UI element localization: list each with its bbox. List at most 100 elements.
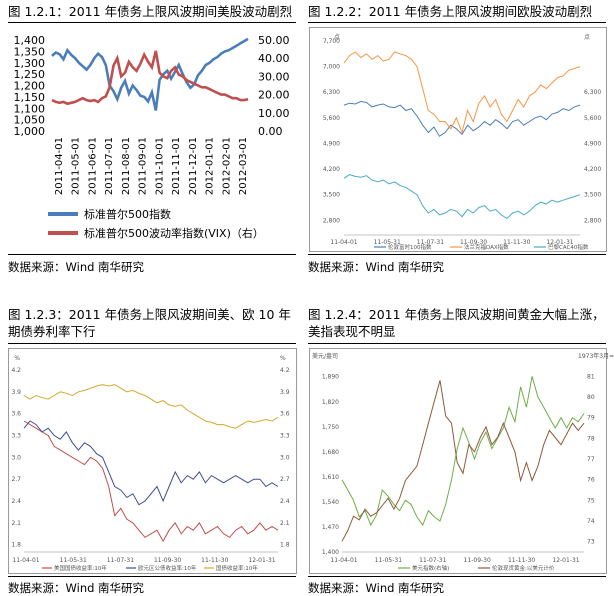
chart4-ytick-right: 80 (587, 394, 595, 401)
chart3-ytick-left: 3.3 (11, 433, 21, 440)
chart3-ytick-left: 2.1 (11, 520, 21, 527)
chart4-legend-label-0: 美元指数(右轴) (412, 564, 449, 572)
chart1-ytick-right: 0.00 (258, 125, 283, 138)
chart2-ytick-right: 3,500 (584, 192, 601, 199)
chart4-source: 数据来源：Wind 南华研究 (308, 581, 445, 595)
chart2-ytick-left: 7,700 (323, 38, 340, 45)
chart2-ytick-right: 6,300 (584, 89, 601, 96)
chart3-ytick-left: 3.0 (11, 454, 21, 461)
chart1-source-rule (8, 254, 296, 255)
chart1-xtick: 2011-07-01 (104, 137, 115, 195)
chart2-xtick: 11-04-01 (330, 239, 357, 246)
chart1-ytick-right: 50.00 (258, 34, 290, 47)
chart1-ytick-left: 1,400 (14, 34, 46, 47)
chart3-legend-label-1: 欧元区公债收益率:10年 (138, 564, 197, 572)
chart3-ytick-left: 4.2 (11, 367, 21, 374)
chart1-xtick: 2011-05-01 (71, 137, 82, 195)
chart2-xtick: 11-07-31 (417, 239, 444, 246)
chart4-ytick-left: 1,820 (322, 399, 339, 406)
chart2-ytick-left: 3,500 (323, 192, 340, 199)
chart4-ytick-right: 81 (587, 373, 595, 380)
chart3-series-line-0 (23, 420, 279, 543)
chart4-title-rule (308, 343, 606, 344)
chart4-ytick-left: 1,400 (322, 549, 339, 556)
chart2-series-line-2 (343, 174, 581, 220)
chart3-series-line-2 (23, 384, 279, 429)
chart1-xtick: 2011-06-01 (87, 137, 98, 195)
chart1-ytick-left: 1,100 (14, 102, 46, 115)
chart2-source-rule (308, 254, 606, 255)
chart3-source-rule (8, 576, 296, 577)
chart4-xtick: 11-11-30 (508, 557, 535, 564)
chart1-source: 数据来源：Wind 南华研究 (8, 260, 145, 274)
chart1-ytick-right: 30.00 (258, 70, 290, 83)
chart3-ytick-right: 4.2 (280, 367, 290, 374)
chart1-xtick: 2012-03-01 (238, 137, 249, 195)
chart3-ytick-right: 3.6 (280, 411, 290, 418)
chart2-title-rule (308, 22, 606, 23)
chart1-ytick-left: 1,300 (14, 57, 46, 70)
chart4-ytick-right: 76 (587, 477, 595, 484)
chart1-xtick: 2011-11-01 (171, 137, 182, 195)
chart3-legend-label-2: 国债收益率:10年 (216, 564, 258, 572)
chart3-ytick-right: 2.7 (280, 476, 290, 483)
chart3-ytick-left: 3.9 (11, 389, 21, 396)
chart3-ytick-right: 2.1 (280, 520, 290, 527)
chart3-ytick-right: 3.3 (280, 433, 290, 440)
chart2-series-line-1 (343, 51, 581, 135)
chart4-unit-left: 美元/盎司 (312, 352, 338, 360)
chart1-title-rule (8, 22, 296, 23)
chart4-xtick: 11-05-31 (375, 557, 402, 564)
chart3-series-line-1 (23, 420, 279, 506)
chart4-unit-right: 1973年3月=1( (578, 352, 614, 360)
chart1-xtick: 2011-08-01 (121, 137, 132, 195)
chart3-xtick: 11-07-31 (107, 557, 134, 564)
chart3-xtick: 11-09-30 (154, 557, 181, 564)
chart3-ytick-right: 3.9 (280, 389, 290, 396)
chart1-xtick: 2011-12-01 (188, 137, 199, 195)
chart3-ytick-left: 3.6 (11, 411, 21, 418)
chart4-ytick-right: 78 (587, 435, 595, 442)
chart1-ytick-left: 1,050 (14, 114, 46, 127)
chart3-ytick-right: 3.0 (280, 454, 290, 461)
chart2-ytick-right: 5,600 (584, 115, 601, 122)
chart1-legend-label-1: 标准普尔500波动率指数(VIX)（右） (84, 226, 264, 240)
chart2-ytick-left: 7,000 (323, 64, 340, 71)
chart1-ytick-left: 1,150 (14, 91, 46, 104)
chart1-ytick-left: 1,200 (14, 80, 46, 93)
chart2-unit-left: 点 (334, 33, 340, 41)
chart3-ytick-right: 2.4 (280, 498, 290, 505)
chart3-frame (8, 348, 297, 574)
chart4-legend-label-1: 伦敦现货黄金:以美元计价 (492, 564, 555, 572)
chart4-ytick-left: 1,470 (322, 524, 339, 531)
chart1-xtick: 2011-09-01 (138, 137, 149, 195)
chart2-ytick-right: 4,200 (584, 166, 601, 173)
chart4-ytick-right: 73 (587, 539, 595, 546)
chart3-xtick: 12-01-31 (248, 557, 275, 564)
chart4-ytick-left: 1,540 (322, 499, 339, 506)
chart2-xtick: 12-01-31 (546, 239, 573, 246)
chart4-xtick: 12-01-31 (552, 557, 579, 564)
chart2-xtick: 11-09-30 (460, 239, 487, 246)
chart3-xtick: 11-11-30 (201, 557, 228, 564)
chart4-frame (309, 348, 607, 574)
chart1-xtick: 2012-02-01 (221, 137, 232, 195)
chart1-xtick: 2011-10-01 (154, 137, 165, 195)
chart1-ytick-right: 20.00 (258, 89, 290, 102)
chart1-legend-label-0: 标准普尔500指数 (84, 207, 171, 221)
chart2-xtick: 11-05-31 (374, 239, 401, 246)
chart4-svg: 美元/盎司 1973年3月=1(1,890 1,820 1,750 1,680 1,610… (312, 352, 614, 572)
chart3-svg: % % 4.2 4.2 3.9 3.9 3.6 3.6 3.3 3.3 3.0 3.0 2.7 2.7 2.… (11, 355, 290, 572)
chart4-ytick-left: 1,610 (322, 474, 339, 481)
chart2-legend-label-1: 法兰克福DAX指数 (464, 243, 509, 251)
chart2-unit-right: 点 (584, 33, 590, 41)
chart1-ytick-right: 40.00 (258, 52, 290, 65)
chart4-ytick-right: 75 (587, 497, 595, 504)
chart3-ytick-left: 1.8 (11, 542, 21, 549)
chart3-title: 图 1.2.3：2011 年债务上限风波期间美、欧 10 年期债券利率下行 (8, 307, 291, 339)
chart4-xtick: 11-07-31 (419, 557, 446, 564)
chart2-ytick-left: 4,200 (323, 166, 340, 173)
chart2-title: 图 1.2.2：2011 年债务上限风波期间欧股波动剧烈 (308, 4, 593, 19)
chart1-ytick-left: 1,350 (14, 45, 46, 58)
chart4-xtick: 11-09-30 (464, 557, 491, 564)
